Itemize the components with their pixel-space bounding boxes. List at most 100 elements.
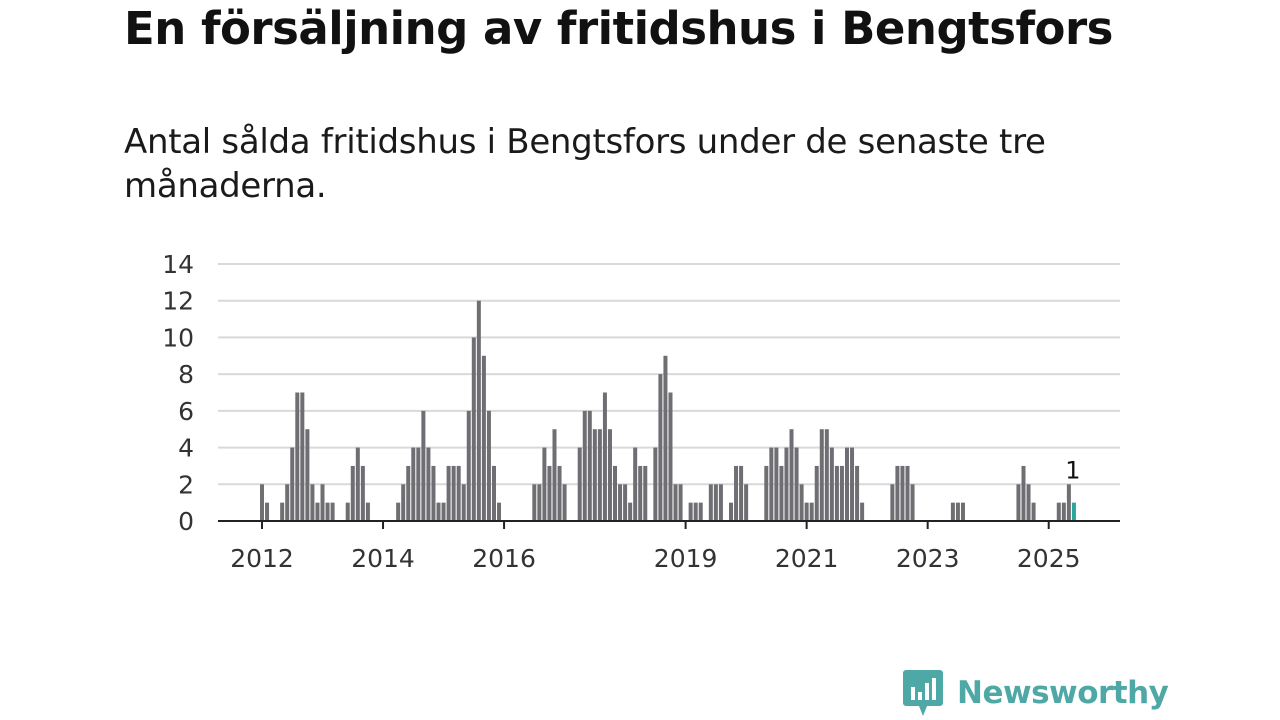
bar	[320, 484, 325, 521]
x-tick-label: 2014	[351, 544, 415, 573]
bar	[436, 502, 441, 521]
bar	[1031, 502, 1036, 521]
bar	[905, 465, 910, 521]
chart-subtitle: Antal sålda fritidshus i Bengtsfors unde…	[124, 122, 1046, 206]
bar	[431, 465, 436, 521]
bar	[456, 465, 461, 521]
bar	[542, 447, 547, 521]
brand: Newsworthy	[903, 670, 1169, 716]
y-tick-label: 2	[178, 470, 194, 499]
bar	[739, 465, 744, 521]
bar	[633, 447, 638, 521]
bar	[491, 465, 496, 521]
bar	[673, 484, 678, 521]
bar	[844, 447, 849, 521]
bar	[764, 465, 769, 521]
bar	[315, 502, 320, 521]
bar	[1066, 484, 1071, 521]
annotations: 1	[1065, 456, 1080, 484]
bar	[350, 465, 355, 521]
bar	[411, 447, 416, 521]
bar	[728, 502, 733, 521]
x-tick-label: 2012	[230, 544, 294, 573]
bar	[325, 502, 330, 521]
bar	[260, 484, 264, 521]
bar	[789, 429, 794, 521]
bar	[532, 484, 537, 521]
bar	[668, 392, 673, 521]
bar	[401, 484, 406, 521]
bar	[769, 447, 774, 521]
bar	[461, 484, 466, 521]
x-axis-ticks: 2012 2014 2016 2019 2021 2023 2025	[230, 521, 1081, 573]
bar-highlight	[1071, 502, 1076, 521]
bar	[421, 410, 426, 521]
bar	[416, 447, 421, 521]
x-tick-label: 2021	[775, 544, 839, 573]
bar	[1021, 465, 1026, 521]
chart-title: En försäljning av fritidshus i Bengtsfor…	[124, 2, 1113, 55]
x-tick-label: 2019	[654, 544, 718, 573]
bar	[955, 502, 960, 521]
bar	[547, 465, 552, 521]
bar	[895, 465, 900, 521]
bar	[678, 484, 683, 521]
bar	[960, 502, 965, 521]
bar	[834, 465, 839, 521]
bar	[839, 465, 844, 521]
y-tick-label: 6	[178, 397, 194, 426]
bar	[814, 465, 819, 521]
bar	[446, 465, 451, 521]
bar	[613, 465, 618, 521]
bar	[280, 502, 285, 521]
bar	[290, 447, 295, 521]
bar	[426, 447, 431, 521]
bar	[658, 374, 663, 521]
bar	[855, 465, 860, 521]
bars	[260, 300, 1076, 521]
bar	[643, 465, 648, 521]
bar	[910, 484, 915, 521]
bar	[587, 410, 592, 521]
y-tick-label: 12	[162, 287, 194, 316]
x-tick-label: 2023	[896, 544, 960, 573]
bar	[708, 484, 713, 521]
bar	[1061, 502, 1066, 521]
bar	[345, 502, 350, 521]
bar	[360, 465, 365, 521]
bar	[577, 447, 582, 521]
bar	[476, 300, 481, 521]
bar	[497, 502, 502, 521]
bar	[466, 410, 471, 521]
bar	[305, 429, 310, 521]
bar	[713, 484, 718, 521]
bar	[698, 502, 703, 521]
bar	[804, 502, 809, 521]
bar	[950, 502, 955, 521]
y-tick-label: 10	[162, 323, 194, 352]
bar	[784, 447, 789, 521]
y-tick-label: 4	[178, 434, 194, 463]
bar	[1056, 502, 1061, 521]
bar	[744, 484, 749, 521]
bar	[330, 502, 335, 521]
bar	[597, 429, 602, 521]
bar	[774, 447, 779, 521]
bar	[824, 429, 829, 521]
bar	[794, 447, 799, 521]
bar	[365, 502, 370, 521]
y-tick-label: 0	[178, 507, 194, 536]
bar	[693, 502, 698, 521]
newsworthy-bar-chart-logo-icon	[903, 670, 943, 716]
bar	[592, 429, 597, 521]
y-tick-label: 14	[162, 250, 194, 279]
bar	[602, 392, 607, 521]
bar	[552, 429, 557, 521]
bar	[1026, 484, 1031, 521]
bar	[809, 502, 814, 521]
bar	[300, 392, 305, 521]
bar	[406, 465, 411, 521]
bar	[850, 447, 855, 521]
bar	[819, 429, 824, 521]
